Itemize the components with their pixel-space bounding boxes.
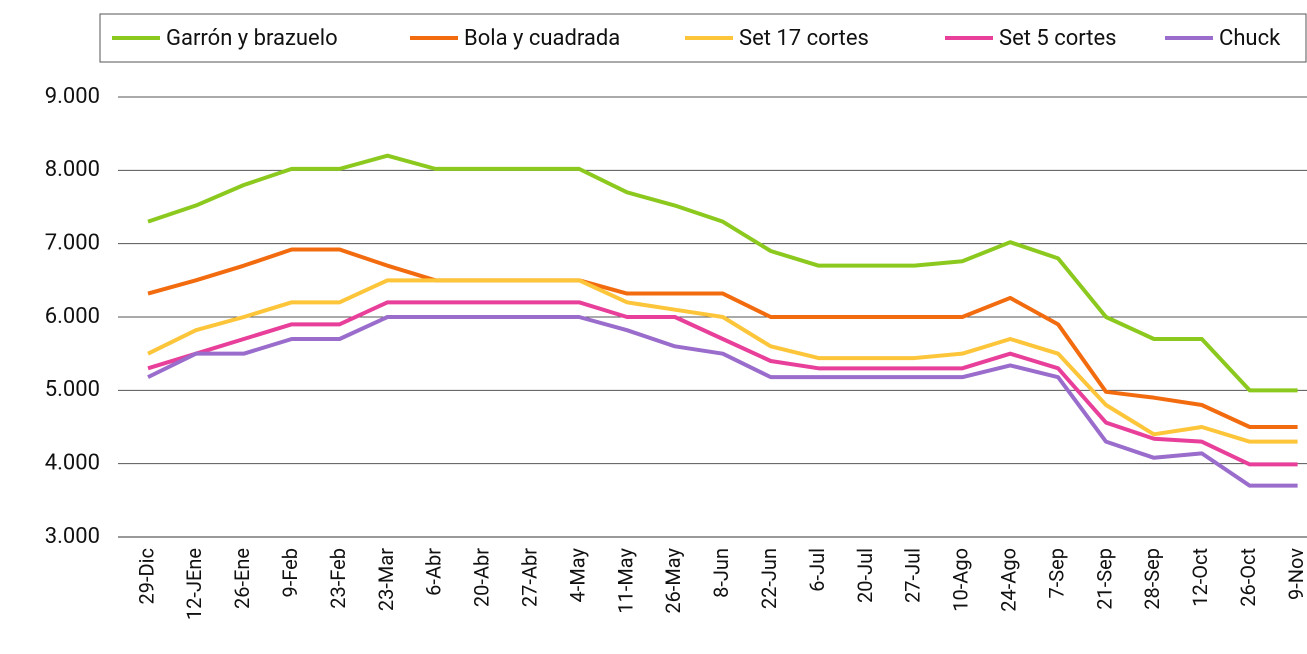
- x-tick-label: 26-Ene: [230, 548, 254, 609]
- legend-label: Set 17 cortes: [739, 26, 869, 51]
- x-tick-label: 10-Ago: [949, 548, 973, 612]
- legend-label: Bola y cuadrada: [464, 26, 620, 51]
- x-tick-label: 7-Sep: [1044, 548, 1068, 598]
- x-tick-label: 4-May: [565, 547, 589, 602]
- x-tick-label: 24-Ago: [996, 548, 1020, 612]
- x-tick-label: 9-Feb: [278, 548, 302, 597]
- legend-label: Chuck: [1219, 26, 1281, 51]
- x-tick-label: 29-Dic: [134, 548, 158, 604]
- x-tick-label: 27-Jul: [901, 548, 925, 603]
- y-tick-label: 7.000: [45, 230, 100, 255]
- x-tick-label: 23-Mar: [374, 548, 398, 611]
- y-tick-label: 3.000: [45, 524, 100, 549]
- x-tick-label: 11-May: [613, 547, 637, 613]
- x-tick-label: 28-Sep: [1140, 548, 1164, 610]
- x-tick-label: 23-Feb: [326, 548, 350, 609]
- y-tick-label: 5.000: [45, 377, 100, 402]
- legend-label: Garrón y brazuelo: [166, 26, 338, 51]
- series-line: [147, 247, 1298, 429]
- y-tick-label: 4.000: [45, 450, 100, 475]
- x-tick-label: 12-JEne: [182, 548, 206, 620]
- x-tick-label: 26-May: [661, 547, 685, 613]
- series-line: [147, 278, 1298, 444]
- x-tick-label: 21-Sep: [1092, 548, 1116, 610]
- series-line: [147, 153, 1298, 393]
- legend-label: Set 5 cortes: [999, 26, 1116, 51]
- x-tick-label: 26-Oct: [1236, 548, 1260, 607]
- x-tick-label: 6-Abr: [422, 548, 446, 596]
- series-line: [147, 300, 1298, 467]
- x-tick-label: 6-Jul: [805, 548, 829, 592]
- x-tick-label: 12-Oct: [1188, 548, 1212, 607]
- y-tick-label: 6.000: [45, 304, 100, 329]
- x-tick-label: 27-Abr: [517, 548, 541, 607]
- x-tick-label: 20-Jul: [853, 548, 877, 603]
- x-tick-label: 8-Jun: [709, 548, 733, 598]
- x-tick-label: 9-Nov: [1284, 548, 1307, 600]
- y-tick-label: 9.000: [45, 84, 100, 109]
- x-tick-label: 22-Jun: [757, 548, 781, 609]
- x-tick-label: 20-Abr: [470, 548, 494, 607]
- y-tick-label: 8.000: [45, 157, 100, 182]
- series-line: [147, 315, 1298, 488]
